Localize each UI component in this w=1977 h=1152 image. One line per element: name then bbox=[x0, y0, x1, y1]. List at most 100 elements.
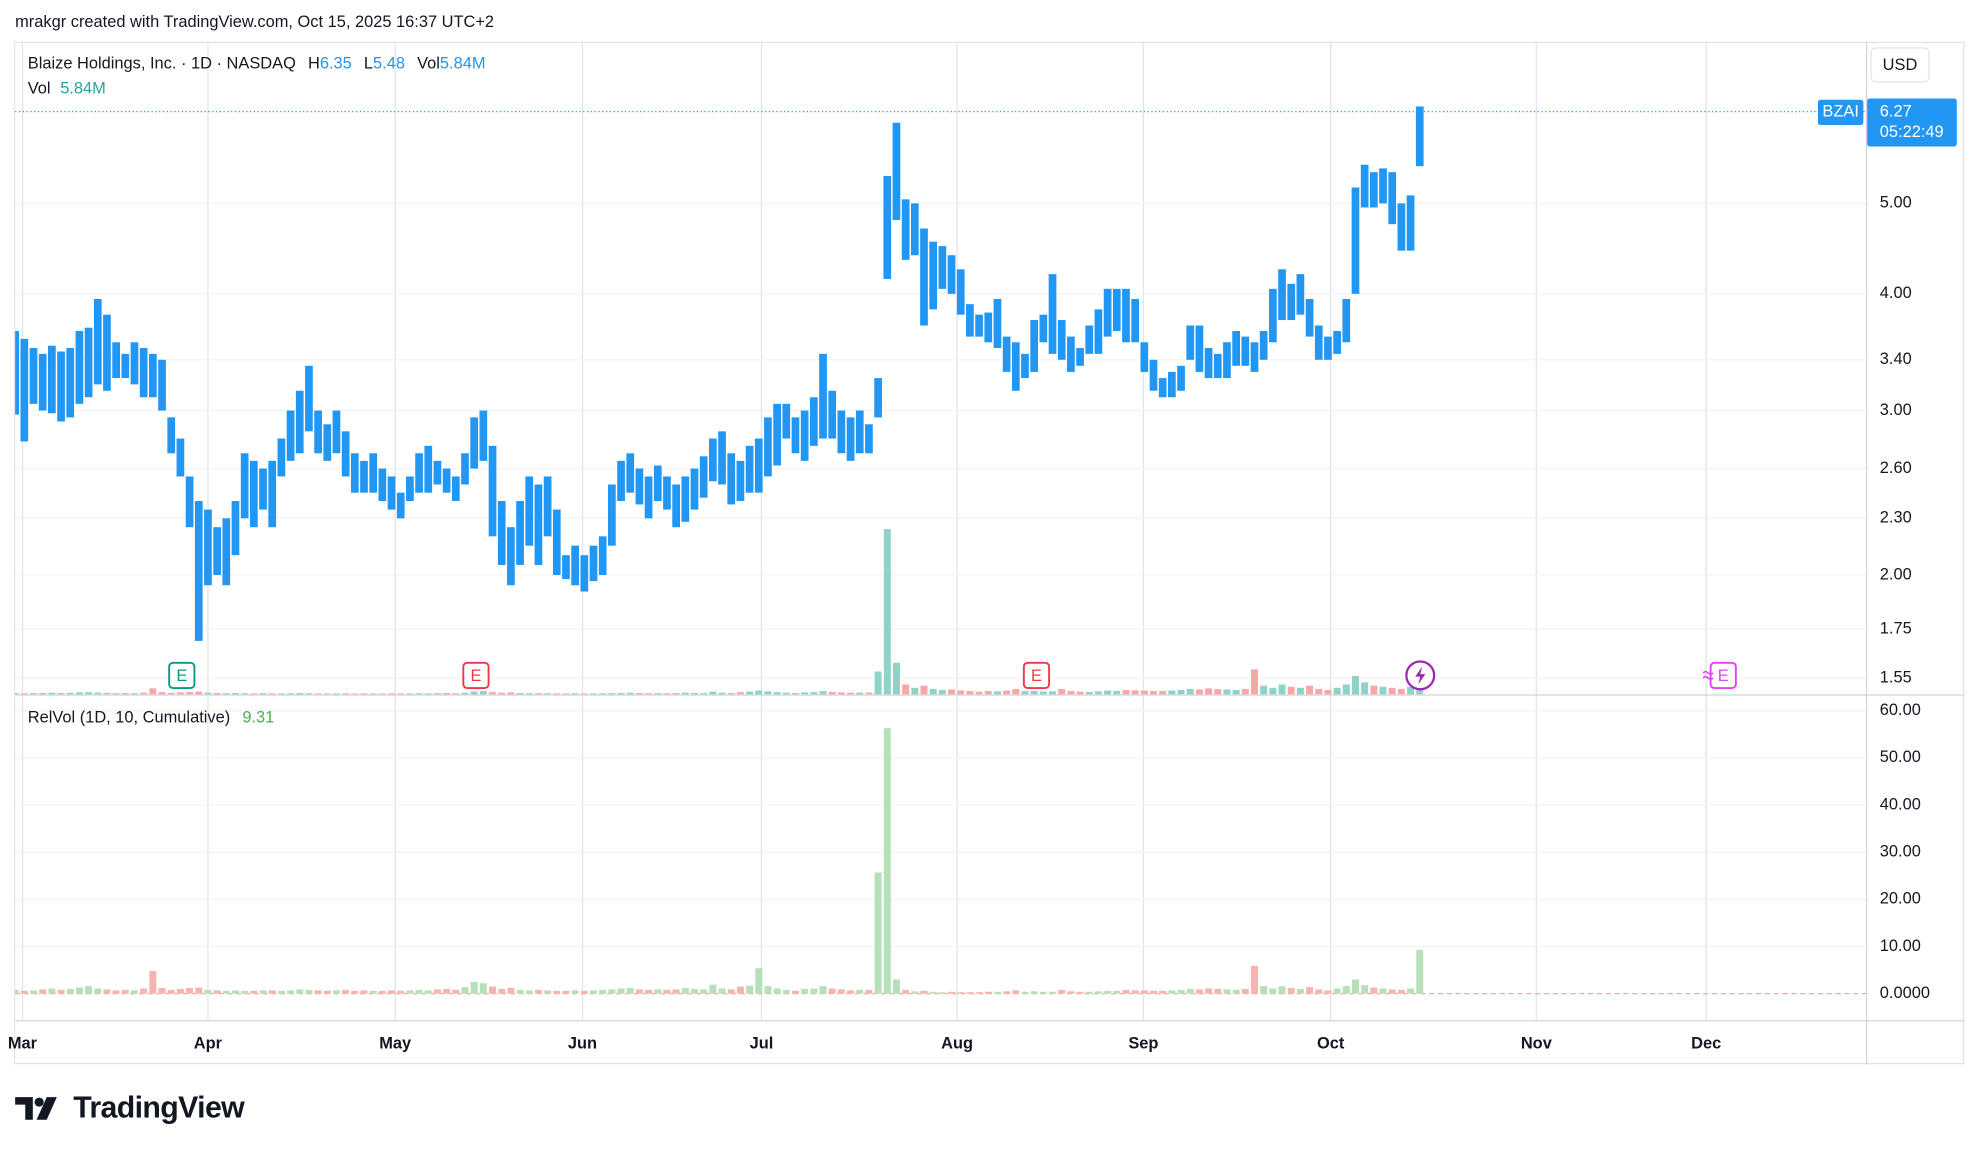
event-earnings[interactable]: E bbox=[462, 661, 490, 689]
legend-title: Blaize Holdings, Inc. · 1D · NASDAQ bbox=[28, 55, 296, 73]
countdown: 05:22:49 bbox=[1880, 123, 1944, 141]
grid bbox=[15, 41, 1866, 1021]
price-bar bbox=[837, 410, 846, 454]
relvol-bar bbox=[268, 990, 276, 994]
volume-bar bbox=[663, 693, 671, 695]
price-bar bbox=[461, 453, 469, 485]
price-bar bbox=[470, 417, 479, 469]
currency[interactable]: USD bbox=[1883, 56, 1918, 74]
volume-bar bbox=[975, 691, 983, 695]
event-earnings[interactable]: E bbox=[1022, 661, 1051, 689]
relvol-bar bbox=[1342, 986, 1350, 994]
event-news[interactable] bbox=[1405, 660, 1436, 691]
relvol-bar bbox=[1324, 990, 1332, 994]
relvol-bar bbox=[856, 989, 864, 994]
volume-bar bbox=[1296, 687, 1304, 695]
price-bar bbox=[139, 348, 148, 398]
relvol-bar bbox=[635, 989, 643, 994]
event-earnings[interactable]: E bbox=[168, 661, 196, 689]
relvol-bar bbox=[1085, 991, 1093, 994]
plot-area bbox=[15, 106, 1866, 994]
volume-bar bbox=[681, 692, 689, 695]
price-bar bbox=[1076, 348, 1084, 366]
brand: TradingView bbox=[73, 1092, 245, 1125]
price-bar bbox=[708, 438, 717, 482]
volume-bar bbox=[1195, 689, 1203, 695]
price-bar bbox=[1186, 325, 1195, 360]
relvol-bar bbox=[984, 991, 992, 994]
volume-bar bbox=[1407, 686, 1415, 695]
volume-bar bbox=[1012, 688, 1020, 695]
volume-bar bbox=[1416, 688, 1424, 695]
relvol-bar bbox=[195, 987, 203, 994]
relvol-bar bbox=[727, 989, 735, 994]
relvol-bar bbox=[369, 990, 377, 994]
relvol-bar bbox=[1150, 990, 1157, 994]
price-bar bbox=[167, 417, 176, 454]
price-bar bbox=[699, 456, 708, 498]
volume-bar bbox=[599, 693, 607, 695]
relvol-legend: RelVol (1D, 10, Cumulative) 9.31 bbox=[28, 709, 275, 727]
price-bar bbox=[1094, 309, 1103, 354]
price-bar bbox=[865, 424, 873, 454]
volume-bar bbox=[957, 690, 965, 695]
volume-bar bbox=[911, 687, 919, 695]
volume-bar bbox=[176, 692, 184, 695]
volume-bar bbox=[415, 693, 423, 695]
y-tick-label: 40.00 bbox=[1880, 795, 1921, 813]
event-label: E bbox=[1031, 667, 1042, 685]
price-bar bbox=[1278, 269, 1286, 321]
volume-bar bbox=[1269, 687, 1277, 695]
volume-legend: Vol 5.84M bbox=[28, 80, 106, 98]
y-tick-label: 2.30 bbox=[1880, 509, 1912, 527]
relvol-bar bbox=[1278, 986, 1286, 994]
volume-bar bbox=[186, 691, 194, 695]
relvol-bar bbox=[213, 990, 221, 994]
price-bar bbox=[130, 342, 139, 385]
volume-bar bbox=[791, 693, 799, 695]
price-bar bbox=[1213, 353, 1222, 379]
price-bar bbox=[1296, 274, 1305, 315]
relvol-bar bbox=[993, 991, 1001, 994]
price-bar bbox=[608, 484, 616, 546]
price-bar bbox=[305, 365, 313, 432]
event-earnings-future[interactable]: E bbox=[1702, 661, 1737, 689]
relvol-bar bbox=[645, 989, 653, 994]
volume-legend-value: 5.84 bbox=[60, 80, 92, 98]
x-tick-label: May bbox=[379, 1034, 412, 1052]
relvol-bar bbox=[1351, 979, 1359, 994]
price-bar bbox=[754, 438, 763, 493]
volume-bar bbox=[993, 691, 1001, 695]
relvol-bar bbox=[287, 990, 295, 994]
volume-bar bbox=[287, 693, 295, 695]
price-bar bbox=[883, 175, 892, 279]
volume-bar bbox=[250, 693, 258, 695]
price-bar bbox=[442, 468, 451, 493]
price-bar bbox=[15, 331, 20, 415]
logo-seven bbox=[15, 1097, 33, 1120]
price-bar bbox=[497, 501, 506, 565]
volume-bar bbox=[645, 693, 653, 695]
relvol-bar bbox=[590, 990, 597, 994]
logo-slash bbox=[36, 1097, 57, 1120]
price-bar bbox=[626, 453, 635, 493]
volume-bar bbox=[892, 662, 900, 695]
relvol-bar bbox=[498, 988, 506, 994]
price-bar bbox=[1195, 325, 1204, 372]
currency-box[interactable] bbox=[1870, 47, 1930, 83]
relvol-bar bbox=[388, 990, 396, 994]
relvol-bar bbox=[654, 989, 662, 994]
price-bar bbox=[1021, 353, 1029, 379]
volume-bar bbox=[112, 693, 120, 695]
event-label: E bbox=[470, 667, 481, 685]
relvol-bar bbox=[176, 988, 184, 994]
price-bar bbox=[855, 410, 864, 454]
price-bar bbox=[1140, 342, 1149, 372]
volume-bar bbox=[406, 693, 414, 695]
legend-vol: Vol bbox=[417, 55, 440, 73]
price-bar bbox=[1168, 371, 1176, 398]
relvol-bar bbox=[691, 988, 698, 994]
relvol-bar bbox=[902, 989, 910, 994]
volume-bar bbox=[801, 692, 809, 695]
volume-bar bbox=[15, 693, 19, 695]
